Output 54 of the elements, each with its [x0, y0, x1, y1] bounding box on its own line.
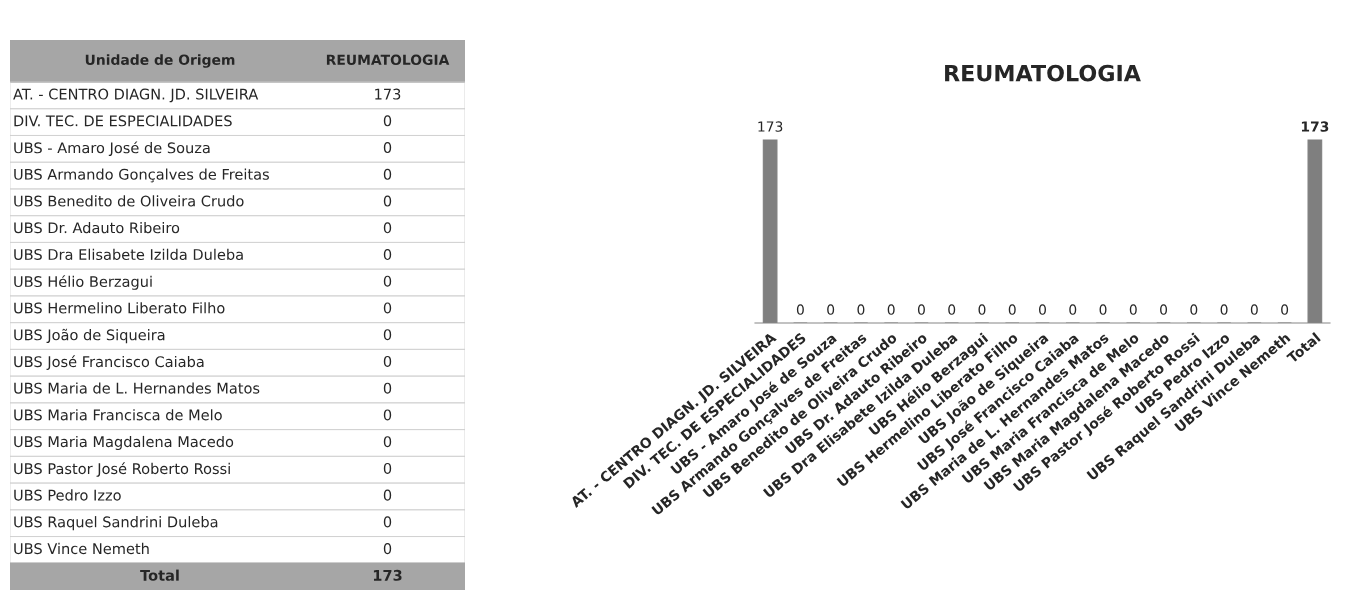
category-label: Total — [140, 569, 179, 581]
data-label: 0 — [383, 409, 392, 421]
text: REUMATOLOGIA — [326, 54, 450, 66]
data-label: 0 — [948, 304, 956, 315]
data-label: 0 — [1039, 304, 1046, 315]
data-label: 0 — [978, 304, 986, 315]
data-label: 0 — [383, 275, 392, 287]
text: Unidade de Origem — [85, 54, 235, 68]
data-label: 0 — [383, 489, 392, 501]
category-label: UBS José Francisco Caiaba — [14, 355, 204, 370]
data-label: 0 — [383, 382, 392, 394]
data-label: 0 — [1008, 304, 1016, 315]
chart-title: REUMATOLOGIA — [945, 64, 1141, 82]
category-label: UBS Armando Gonçalves de Freitas — [14, 168, 269, 183]
data-label: 173 — [1301, 121, 1329, 132]
data-label: 0 — [383, 248, 392, 261]
data-label: 0 — [383, 329, 392, 341]
category-label: UBS Hélio Berzagui — [14, 275, 152, 290]
category-label: UBS Raquel Sandrini Duleba — [14, 516, 218, 531]
category-label: UBS - Amaro José de Souza — [14, 141, 210, 157]
data-label: 173 — [373, 569, 402, 581]
data-label: 0 — [1160, 304, 1168, 315]
data-label: 0 — [1190, 304, 1198, 315]
category-label: UBS Benedito de Oliveira Crudo — [14, 195, 244, 207]
data-label: 0 — [827, 304, 835, 315]
category-label: UBS Vince Nemeth — [14, 542, 149, 555]
data-label: 173 — [375, 88, 401, 100]
data-label: 0 — [1069, 304, 1077, 315]
data-label: 0 — [383, 516, 392, 528]
data-label: 0 — [383, 142, 392, 154]
data-label: 0 — [383, 168, 392, 180]
data-label: 0 — [383, 115, 392, 127]
data-label: 0 — [383, 222, 392, 234]
data-label: 0 — [383, 543, 392, 555]
data-label: 0 — [857, 304, 865, 315]
data-label: 0 — [383, 462, 392, 474]
data-label: 0 — [383, 355, 392, 367]
category-label: AT. - CENTRO DIAGN. JD. SILVEIRA — [13, 88, 259, 103]
data-label: 173 — [758, 121, 783, 132]
data-label: 0 — [383, 436, 392, 448]
data-label: 0 — [1220, 304, 1228, 315]
data-label: 0 — [1129, 304, 1137, 315]
data-label: 0 — [1099, 304, 1107, 315]
data-label: 0 — [796, 304, 804, 315]
data-label: 0 — [917, 304, 925, 315]
data-label: 0 — [1281, 304, 1289, 315]
category-label: DIV. TEC. DE ESPECIALIDADES — [14, 115, 232, 127]
category-label: UBS Dr. Adauto Ribeiro — [14, 222, 180, 234]
category-label: UBS Dra Elisabete Izilda Duleba — [14, 248, 243, 261]
data-label: 0 — [383, 302, 392, 314]
category-label: UBS Hermelino Liberato Filho — [14, 302, 225, 314]
data-label: 0 — [1250, 304, 1258, 315]
data-label: 0 — [383, 195, 392, 207]
data-label: 0 — [887, 304, 895, 315]
